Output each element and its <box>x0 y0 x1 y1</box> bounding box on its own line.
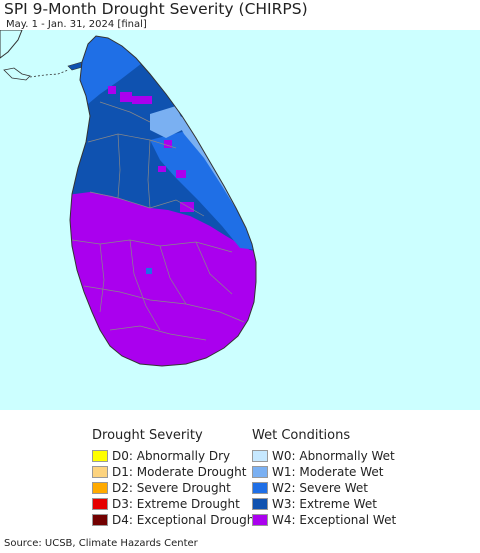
severe-wet-east <box>150 130 256 250</box>
legend-item-w4: W4: Exceptional Wet <box>252 512 396 528</box>
india-coast <box>0 30 23 59</box>
legend-item-d3: D3: Extreme Drought <box>92 496 259 512</box>
legend-swatch <box>252 498 268 510</box>
legend-item-w3: W3: Extreme Wet <box>252 496 396 512</box>
sri-lanka-outline <box>69 35 257 367</box>
legend-item-d1: D1: Moderate Drought <box>92 464 259 480</box>
district-borders <box>71 101 245 341</box>
legend-label: W0: Abnormally Wet <box>272 449 395 463</box>
wet-patch <box>132 96 152 104</box>
wet-legend: Wet Conditions W0: Abnormally Wet W1: Mo… <box>252 428 396 528</box>
legend-swatch <box>92 466 108 478</box>
legend-label: D0: Abnormally Dry <box>112 449 231 463</box>
legend-swatch <box>92 498 108 510</box>
rameswaram-island <box>3 67 31 81</box>
legend-label: W3: Extreme Wet <box>272 497 377 511</box>
legend-label: W1: Moderate Wet <box>272 465 384 479</box>
wet-patch <box>180 202 194 212</box>
legend-label: D4: Exceptional Drought <box>112 513 260 527</box>
drought-legend-title: Drought Severity <box>92 428 203 443</box>
legend-item-d0: D0: Abnormally Dry <box>92 448 259 464</box>
legend-item-w1: W1: Moderate Wet <box>252 464 396 480</box>
legend-item-d4: D4: Exceptional Drought <box>92 512 259 528</box>
legend-label: W4: Exceptional Wet <box>272 513 397 527</box>
adams-bridge <box>29 69 69 78</box>
sri-lanka-map <box>0 30 257 367</box>
map-area <box>0 30 480 410</box>
legend-swatch <box>92 450 108 462</box>
map-subtitle: May. 1 - Jan. 31, 2024 [final] <box>6 19 147 30</box>
legend-swatch <box>92 514 108 526</box>
source-credit: Source: UCSB, Climate Hazards Center <box>4 538 198 549</box>
legend-swatch <box>252 482 268 494</box>
wet-legend-title: Wet Conditions <box>252 428 351 443</box>
legend-swatch <box>92 482 108 494</box>
legend-swatch <box>252 450 268 462</box>
moderate-wet-north <box>150 106 186 138</box>
wet-patch <box>146 268 152 274</box>
legend-swatch <box>252 466 268 478</box>
legend-label: D1: Moderate Drought <box>112 465 247 479</box>
wet-patch <box>120 92 132 102</box>
wet-patch <box>164 140 172 148</box>
legend-label: W2: Severe Wet <box>272 481 368 495</box>
map-title: SPI 9-Month Drought Severity (CHIRPS) <box>4 0 308 18</box>
legend-label: D3: Extreme Drought <box>112 497 240 511</box>
legend-label: D2: Severe Drought <box>112 481 231 495</box>
drought-legend: Drought Severity D0: Abnormally Dry D1: … <box>92 428 259 528</box>
legend-item-w2: W2: Severe Wet <box>252 480 396 496</box>
legend-swatch <box>252 514 268 526</box>
wet-patch <box>158 166 166 172</box>
legend-item-w0: W0: Abnormally Wet <box>252 448 396 464</box>
legend-item-d2: D2: Severe Drought <box>92 480 259 496</box>
wet-patch <box>108 86 116 94</box>
wet-patch <box>176 170 186 178</box>
